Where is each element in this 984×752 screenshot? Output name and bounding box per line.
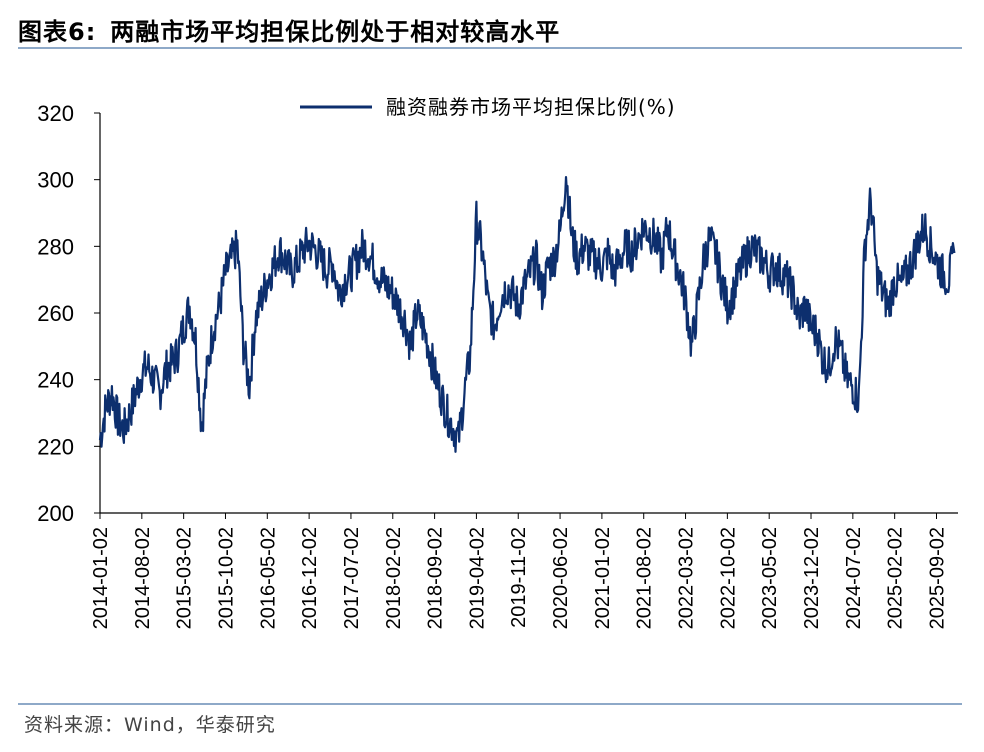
chart-legend: 融资融券市场平均担保比例(%): [300, 95, 676, 119]
x-tick-label: 2021-01-02: [592, 527, 614, 629]
x-tick-label: 2025-09-02: [926, 527, 948, 629]
y-tick-label: 220: [37, 434, 74, 459]
x-tick-label: 2018-09-02: [425, 527, 447, 629]
x-tick-label: 2022-10-02: [717, 527, 739, 629]
x-tick-label: 2017-07-02: [341, 527, 363, 629]
y-tick-label: 300: [37, 168, 74, 193]
x-tick-label: 2015-03-02: [174, 527, 196, 629]
x-tick-label: 2019-11-02: [508, 527, 530, 628]
x-tick-label: 2015-10-02: [215, 527, 237, 629]
x-tick-label: 2023-05-02: [759, 527, 781, 629]
x-tick-label: 2020-06-02: [550, 527, 572, 629]
y-tick-label: 280: [37, 234, 74, 259]
y-axis-ticks: 200 220 240 260 280 300 320: [37, 101, 100, 526]
x-tick-label: 2025-02-02: [885, 527, 907, 629]
figure-title-text: 两融市场平均担保比例处于相对较高水平: [110, 18, 561, 46]
source-note: 资料来源：Wind，华泰研究: [24, 714, 276, 736]
x-tick-label: 2016-05-02: [257, 527, 279, 629]
line-chart: 200 220 240 260 280 300 320 2014-01-02 2014-08-…: [37, 95, 958, 629]
x-tick-label: 2021-08-02: [634, 527, 656, 629]
chart-axes: [99, 113, 958, 514]
y-tick-label: 200: [37, 501, 74, 526]
figure-number: 图表6:: [18, 18, 97, 46]
figure-title: 图表6: 两融市场平均担保比例处于相对较高水平: [18, 12, 560, 47]
x-tick-label: 2023-12-02: [801, 527, 823, 629]
legend-label: 融资融券市场平均担保比例(%): [386, 95, 676, 119]
x-axis-ticks: 2014-01-02 2014-08-02 2015-03-02 2015-10-02…: [90, 513, 948, 629]
x-tick-label: 2018-02-02: [383, 527, 405, 629]
series-line-guarantee-ratio: [98, 176, 956, 453]
y-tick-label: 240: [37, 368, 74, 393]
x-tick-label: 2024-07-02: [843, 527, 865, 629]
x-tick-label: 2022-03-02: [676, 527, 698, 629]
top-rule: [18, 47, 962, 49]
x-tick-label: 2014-01-02: [90, 527, 112, 629]
x-tick-label: 2016-12-02: [299, 527, 321, 629]
y-tick-label: 260: [37, 301, 74, 326]
x-tick-label: 2014-08-02: [132, 527, 154, 629]
y-tick-label: 320: [37, 101, 74, 126]
bottom-rule: [18, 703, 962, 705]
x-tick-label: 2019-04-02: [466, 527, 488, 629]
